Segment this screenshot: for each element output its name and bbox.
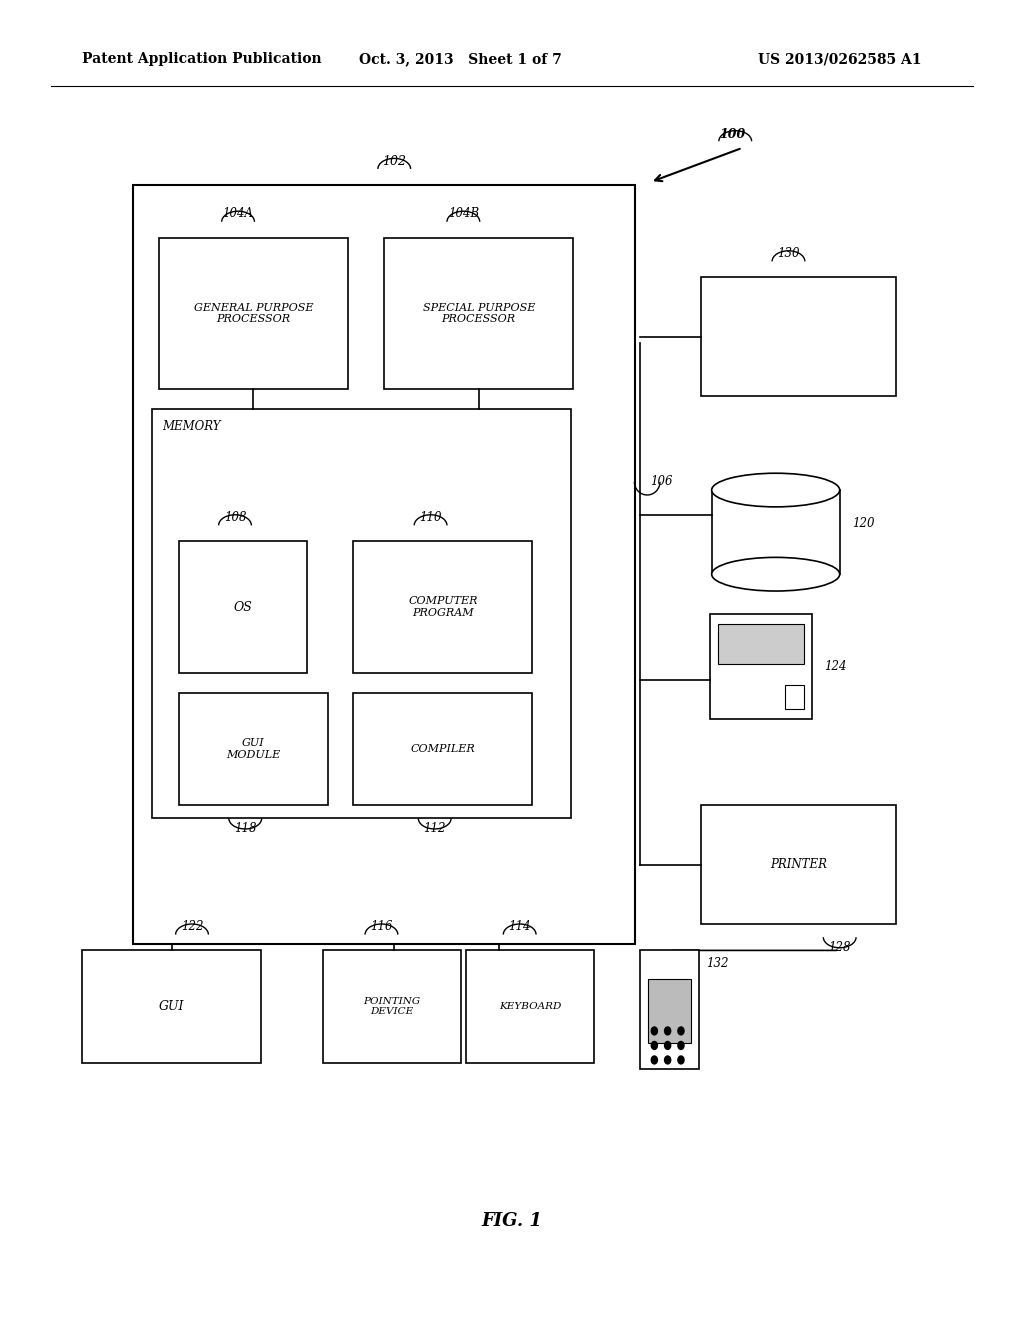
- Text: KEYBOARD: KEYBOARD: [499, 1002, 561, 1011]
- Bar: [640, 950, 699, 1069]
- Text: 104B: 104B: [447, 207, 479, 220]
- Text: SPECIAL PURPOSE
PROCESSOR: SPECIAL PURPOSE PROCESSOR: [423, 302, 535, 325]
- Text: COMPILER: COMPILER: [411, 744, 475, 754]
- Text: 122: 122: [181, 920, 203, 933]
- Bar: [785, 685, 804, 709]
- Text: GENERAL PURPOSE
PROCESSOR: GENERAL PURPOSE PROCESSOR: [194, 302, 313, 325]
- Text: COMPUTER
PROGRAM: COMPUTER PROGRAM: [409, 597, 477, 618]
- Text: Oct. 3, 2013   Sheet 1 of 7: Oct. 3, 2013 Sheet 1 of 7: [359, 53, 562, 66]
- Text: 130: 130: [777, 247, 800, 260]
- Bar: [152, 409, 571, 818]
- Bar: [701, 277, 896, 396]
- Bar: [179, 541, 307, 673]
- Bar: [133, 185, 635, 944]
- Text: US 2013/0262585 A1: US 2013/0262585 A1: [758, 53, 922, 66]
- Circle shape: [678, 1056, 684, 1064]
- Bar: [384, 238, 573, 389]
- Bar: [648, 979, 691, 1043]
- Bar: [323, 950, 461, 1063]
- Text: 132: 132: [707, 957, 729, 970]
- Text: 112: 112: [424, 822, 445, 836]
- Bar: [179, 693, 328, 805]
- Text: GUI: GUI: [159, 1001, 184, 1012]
- Text: 102: 102: [382, 154, 407, 168]
- Text: 104A: 104A: [222, 207, 254, 220]
- Bar: [701, 805, 896, 924]
- Text: 128: 128: [828, 941, 851, 954]
- Text: 106: 106: [650, 475, 673, 488]
- Ellipse shape: [712, 474, 840, 507]
- Circle shape: [665, 1041, 671, 1049]
- Circle shape: [665, 1027, 671, 1035]
- Bar: [718, 624, 804, 664]
- Circle shape: [678, 1027, 684, 1035]
- Text: Patent Application Publication: Patent Application Publication: [82, 53, 322, 66]
- Circle shape: [651, 1041, 657, 1049]
- Text: PRINTER: PRINTER: [770, 858, 827, 871]
- Circle shape: [665, 1056, 671, 1064]
- Text: POINTING
DEVICE: POINTING DEVICE: [364, 997, 420, 1016]
- Text: GUI
MODULE: GUI MODULE: [226, 738, 281, 760]
- Bar: [712, 490, 840, 574]
- Text: 120: 120: [852, 517, 874, 531]
- Text: FIG. 1: FIG. 1: [481, 1212, 543, 1230]
- Text: 100: 100: [719, 128, 745, 141]
- Text: 116: 116: [371, 920, 392, 933]
- Bar: [466, 950, 594, 1063]
- Text: OS: OS: [233, 601, 253, 614]
- Text: 110: 110: [420, 511, 441, 524]
- Bar: [353, 693, 532, 805]
- Text: MEMORY: MEMORY: [162, 420, 220, 433]
- Circle shape: [678, 1041, 684, 1049]
- Text: 124: 124: [824, 660, 847, 673]
- Circle shape: [651, 1027, 657, 1035]
- Text: 108: 108: [224, 511, 246, 524]
- Bar: [353, 541, 532, 673]
- Text: 114: 114: [509, 920, 530, 933]
- Text: 118: 118: [234, 822, 256, 836]
- Ellipse shape: [712, 557, 840, 591]
- Bar: [710, 614, 812, 719]
- Bar: [159, 238, 348, 389]
- Circle shape: [651, 1056, 657, 1064]
- Bar: [82, 950, 261, 1063]
